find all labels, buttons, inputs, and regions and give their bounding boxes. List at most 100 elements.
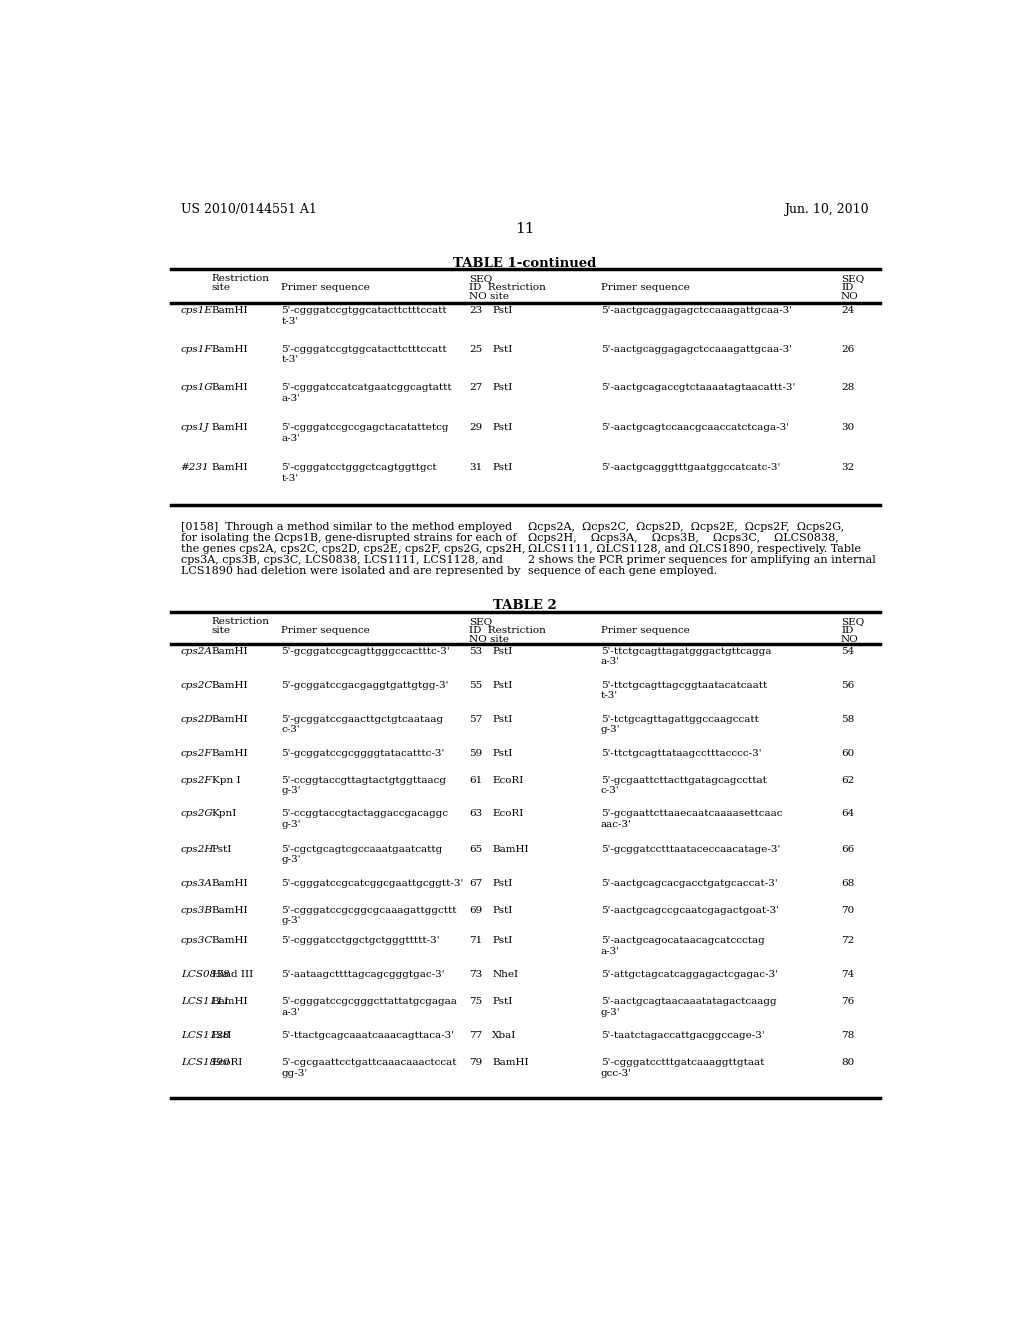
Text: SEQ: SEQ <box>841 616 864 626</box>
Text: BamHI: BamHI <box>212 714 249 723</box>
Text: ID  Restriction: ID Restriction <box>469 626 546 635</box>
Text: 61: 61 <box>469 776 482 784</box>
Text: ID: ID <box>841 284 853 292</box>
Text: site: site <box>212 284 230 292</box>
Text: cps1E: cps1E <box>180 306 213 315</box>
Text: 65: 65 <box>469 845 482 854</box>
Text: 53: 53 <box>469 647 482 656</box>
Text: Primer sequence: Primer sequence <box>601 626 689 635</box>
Text: LCS1111: LCS1111 <box>180 998 229 1006</box>
Text: 5'-ttctgcagttagatgggactgttcagga
a-3': 5'-ttctgcagttagatgggactgttcagga a-3' <box>601 647 771 667</box>
Text: cps3A, cps3B, cps3C, LCS0838, LCS1111, LCS1128, and: cps3A, cps3B, cps3C, LCS0838, LCS1111, L… <box>180 556 503 565</box>
Text: BamHI: BamHI <box>212 748 249 758</box>
Text: cps3C: cps3C <box>180 936 213 945</box>
Text: PstI: PstI <box>493 424 513 432</box>
Text: 60: 60 <box>841 748 854 758</box>
Text: cps2F: cps2F <box>180 776 212 784</box>
Text: NO site: NO site <box>469 635 509 644</box>
Text: 23: 23 <box>469 306 482 315</box>
Text: PstI: PstI <box>493 681 513 690</box>
Text: 79: 79 <box>469 1059 482 1067</box>
Text: Hind III: Hind III <box>212 970 253 979</box>
Text: 27: 27 <box>469 383 482 392</box>
Text: BamHI: BamHI <box>212 906 249 915</box>
Text: 5'-aactgcagtccaacgcaaccatctcaga-3': 5'-aactgcagtccaacgcaaccatctcaga-3' <box>601 424 788 432</box>
Text: 2 shows the PCR primer sequences for amplifying an internal: 2 shows the PCR primer sequences for amp… <box>528 556 876 565</box>
Text: cps2H: cps2H <box>180 845 214 854</box>
Text: LCS1890 had deletion were isolated and are represented by: LCS1890 had deletion were isolated and a… <box>180 566 520 577</box>
Text: BamHI: BamHI <box>212 463 249 473</box>
Text: BamHI: BamHI <box>212 998 249 1006</box>
Text: 5'-attgctagcatcaggagactcgagac-3': 5'-attgctagcatcaggagactcgagac-3' <box>601 970 777 979</box>
Text: site: site <box>212 626 230 635</box>
Text: 5'-ttctgcagttagcggtaatacatcaatt
t-3': 5'-ttctgcagttagcggtaatacatcaatt t-3' <box>601 681 767 700</box>
Text: PstI: PstI <box>493 998 513 1006</box>
Text: cps2A: cps2A <box>180 647 213 656</box>
Text: 29: 29 <box>469 424 482 432</box>
Text: sequence of each gene employed.: sequence of each gene employed. <box>528 566 717 577</box>
Text: 5'-taatctagaccattgacggccage-3': 5'-taatctagaccattgacggccage-3' <box>601 1031 764 1040</box>
Text: PstI: PstI <box>493 714 513 723</box>
Text: 73: 73 <box>469 970 482 979</box>
Text: LCS1890: LCS1890 <box>180 1059 229 1067</box>
Text: 5'-aactgcagtaacaaatatagactcaagg
g-3': 5'-aactgcagtaacaaatatagactcaagg g-3' <box>601 998 776 1016</box>
Text: 78: 78 <box>841 1031 854 1040</box>
Text: Restriction: Restriction <box>212 616 269 626</box>
Text: EcoRI: EcoRI <box>493 776 523 784</box>
Text: 66: 66 <box>841 845 854 854</box>
Text: 77: 77 <box>469 1031 482 1040</box>
Text: SEQ: SEQ <box>469 616 493 626</box>
Text: PstI: PstI <box>493 748 513 758</box>
Text: ΩLCS1111, ΩLCS1128, and ΩLCS1890, respectively. Table: ΩLCS1111, ΩLCS1128, and ΩLCS1890, respec… <box>528 544 861 554</box>
Text: 24: 24 <box>841 306 854 315</box>
Text: BamHI: BamHI <box>493 1059 528 1067</box>
Text: BamHI: BamHI <box>212 681 249 690</box>
Text: cps3B: cps3B <box>180 906 213 915</box>
Text: 5'-cgggatccgtggcatacttctttccatt
t-3': 5'-cgggatccgtggcatacttctttccatt t-3' <box>282 345 447 364</box>
Text: 55: 55 <box>469 681 482 690</box>
Text: BamHI: BamHI <box>212 424 249 432</box>
Text: 5'-ccggtaccgttagtactgtggttaacg
g-3': 5'-ccggtaccgttagtactgtggttaacg g-3' <box>282 776 446 795</box>
Text: NheI: NheI <box>493 970 518 979</box>
Text: Primer sequence: Primer sequence <box>601 284 689 292</box>
Text: SEQ: SEQ <box>841 275 864 282</box>
Text: cps1F: cps1F <box>180 345 212 354</box>
Text: 5'-aataagcttttagcagcgggtgac-3': 5'-aataagcttttagcagcgggtgac-3' <box>282 970 445 979</box>
Text: BamHI: BamHI <box>493 845 528 854</box>
Text: PstI: PstI <box>493 936 513 945</box>
Text: PstI: PstI <box>493 879 513 888</box>
Text: 5'-aactgcagggtttgaatggccatcatc-3': 5'-aactgcagggtttgaatggccatcatc-3' <box>601 463 780 473</box>
Text: NO site: NO site <box>469 293 509 301</box>
Text: PstI: PstI <box>212 845 232 854</box>
Text: 70: 70 <box>841 906 854 915</box>
Text: KpnI: KpnI <box>212 809 238 818</box>
Text: 5'-cgggatccatcatgaatcggcagtattt
a-3': 5'-cgggatccatcatgaatcggcagtattt a-3' <box>282 383 452 403</box>
Text: 5'-aactgcagocataacagcatccctag
a-3': 5'-aactgcagocataacagcatccctag a-3' <box>601 936 765 956</box>
Text: 5'-gcggatccgcagttgggccactttc-3': 5'-gcggatccgcagttgggccactttc-3' <box>282 647 451 656</box>
Text: 5'-cgctgcagtcgccaaatgaatcattg
g-3': 5'-cgctgcagtcgccaaatgaatcattg g-3' <box>282 845 442 865</box>
Text: 5'-cgggatccgtggcatacttctttccatt
t-3': 5'-cgggatccgtggcatacttctttccatt t-3' <box>282 306 447 326</box>
Text: 5'-gcggatccgacgaggtgattgtgg-3': 5'-gcggatccgacgaggtgattgtgg-3' <box>282 681 449 690</box>
Text: BamHI: BamHI <box>212 647 249 656</box>
Text: PstI: PstI <box>493 463 513 473</box>
Text: 25: 25 <box>469 345 482 354</box>
Text: PstI: PstI <box>212 1031 232 1040</box>
Text: 11: 11 <box>515 222 535 235</box>
Text: PstI: PstI <box>493 306 513 315</box>
Text: 5'-aactgcaggagagctccaaagattgcaa-3': 5'-aactgcaggagagctccaaagattgcaa-3' <box>601 345 792 354</box>
Text: 28: 28 <box>841 383 854 392</box>
Text: 5'-gcggatccgcggggtatacatttc-3': 5'-gcggatccgcggggtatacatttc-3' <box>282 748 444 758</box>
Text: LCS0838: LCS0838 <box>180 970 229 979</box>
Text: [0158]  Through a method similar to the method employed: [0158] Through a method similar to the m… <box>180 521 512 532</box>
Text: for isolating the Ωcps1B, gene-disrupted strains for each of: for isolating the Ωcps1B, gene-disrupted… <box>180 533 516 543</box>
Text: 68: 68 <box>841 879 854 888</box>
Text: cps1G: cps1G <box>180 383 213 392</box>
Text: TABLE 2: TABLE 2 <box>493 599 557 612</box>
Text: 5'-gcggatcctttaataceccaacatage-3': 5'-gcggatcctttaataceccaacatage-3' <box>601 845 780 854</box>
Text: Kpn I: Kpn I <box>212 776 241 784</box>
Text: 5'-gcggatccgaacttgctgtcaataag
c-3': 5'-gcggatccgaacttgctgtcaataag c-3' <box>282 714 443 734</box>
Text: 5'-aactgcaggagagctccaaagattgcaa-3': 5'-aactgcaggagagctccaaagattgcaa-3' <box>601 306 792 315</box>
Text: 69: 69 <box>469 906 482 915</box>
Text: 58: 58 <box>841 714 854 723</box>
Text: EcoRI: EcoRI <box>493 809 523 818</box>
